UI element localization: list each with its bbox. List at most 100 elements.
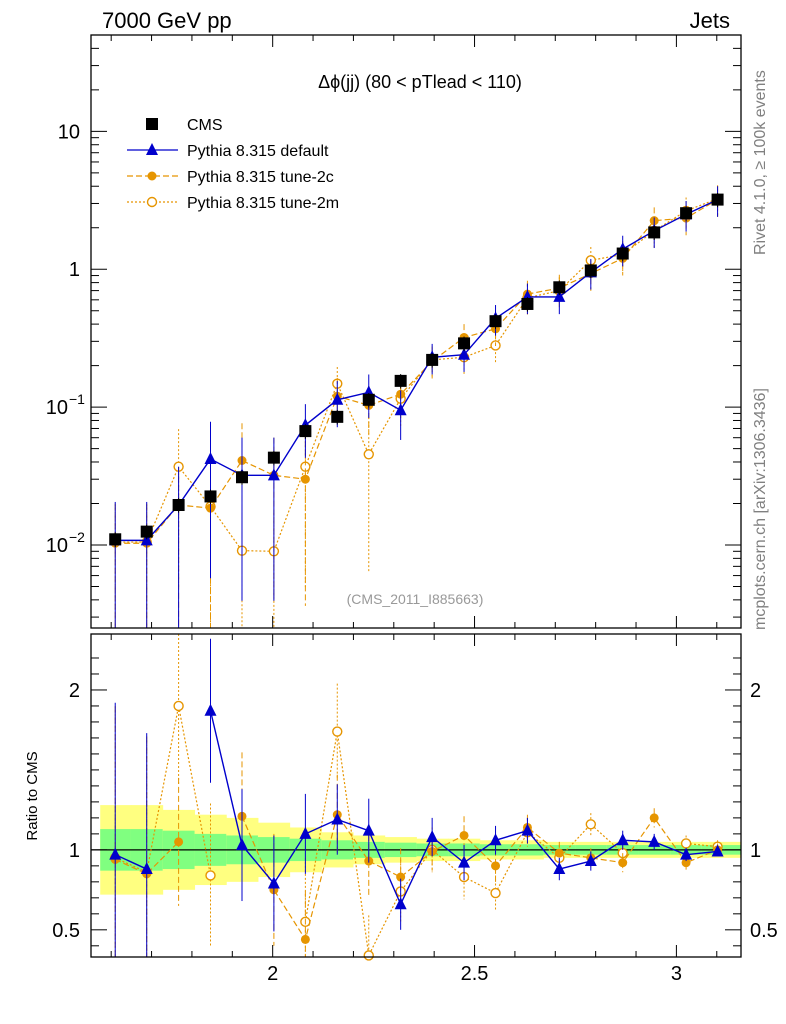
ratio-point-tune2c [554,848,564,858]
main-point-default [204,452,217,465]
analysis-watermark: (CMS_2011_I885663) [347,591,484,607]
legend-entry-cms: CMS [146,117,223,134]
series-layer [109,185,724,961]
main-point-cms [204,490,217,503]
ratio-series-default [109,638,724,957]
main-point-cms [584,264,597,277]
ratio-point-default [648,834,661,847]
ratio-y-tick-label: 1 [69,840,80,862]
main-series-tune2m [110,185,723,628]
main-series-default [109,186,724,628]
ratio-y-axis-label: Ratio to CMS [24,751,41,840]
legend-label-tune2m: Pythia 8.315 tune-2m [187,195,339,212]
main-point-cms [331,410,344,423]
ratio-point-tune2m [680,838,692,849]
main-series-tune2c [110,186,723,628]
legend-label-default: Pythia 8.315 default [187,143,329,160]
y-tick-label: 1 [69,259,80,281]
ratio-line-tune2c [241,813,718,941]
y-tick-exponent: −2 [69,529,85,545]
ratio-point-default [140,862,153,875]
main-point-default [458,347,471,360]
main-point-default [267,468,280,481]
ratio-line-tune2m [114,705,212,876]
ratio-point-tune2c [649,813,659,823]
ratio-point-default [299,826,312,839]
legend-label-tune2c: Pythia 8.315 tune-2c [187,169,334,186]
main-point-default [331,392,344,405]
legend-marker-tune2m [146,196,158,208]
main-point-cms [648,226,661,239]
legend-entry-tune2m: Pythia 8.315 tune-2m [127,195,339,212]
ratio-y-tick-label: 0.5 [52,920,80,942]
ratio-line-tune2c [114,841,180,875]
legend-label-cms: CMS [187,117,223,134]
ratio-point-tune2c [681,858,691,868]
main-point-cms [426,353,439,366]
ratio-point-default [521,823,534,836]
legend-marker-tune2c [147,171,157,181]
main-point-cms [299,425,312,438]
main-point-cms [362,393,375,406]
ratio-point-tune2m [585,819,597,830]
ratio-point-default [489,833,502,846]
legend: CMS Pythia 8.315 default Pythia 8.315 tune… [127,117,339,212]
ratio-point-default [331,812,344,825]
ratio-point-tune2c [491,861,501,871]
ratio-point-default [426,830,439,843]
ratio-point-default [584,854,597,867]
ratio-point-tune2c [618,858,628,868]
main-point-cms [172,499,185,512]
ratio-line-default [114,854,148,870]
legend-marker-cms [146,118,158,130]
ratio-point-tune2c [174,837,184,847]
main-point-cms [521,297,534,310]
ratio-point-tune2c [459,830,469,840]
main-series-cms [109,192,724,547]
x-tick-label: 3 [671,963,682,985]
main-point-cms [394,374,407,387]
y-tick-label: 10 [46,397,68,419]
ratio-point-default [711,844,724,857]
y-tick-exponent: −1 [69,391,85,407]
main-point-default [140,533,153,546]
y-tick-label: 10 [58,121,80,143]
ratio-point-default [616,833,629,846]
main-point-cms [553,281,566,294]
ratio-y-tick-label-right: 0.5 [750,920,778,942]
main-point-default [553,289,566,302]
x-tick-label: 2 [267,963,278,985]
legend-marker-default [146,143,158,155]
ratio-line-tune2m [686,842,718,848]
main-point-cms [458,337,471,350]
ratio-point-default [680,847,693,860]
main-point-tune2c [300,474,310,484]
main-point-cms [616,247,629,260]
ratio-point-tune2m [173,700,184,712]
legend-entry-default: Pythia 8.315 default [127,143,329,160]
ratio-point-default [394,897,407,910]
main-point-cms [235,471,248,484]
main-point-cms [140,525,153,538]
ratio-point-default [109,847,122,860]
x-tick-label: 2.5 [461,963,489,985]
main-plot-frame [90,34,742,629]
main-point-cms [267,451,280,464]
header-left: 7000 GeV pp [102,8,232,33]
ratio-y-tick-label-right: 1 [750,840,761,862]
main-point-default [394,403,407,416]
ratio-point-default [458,855,471,868]
ratio-point-tune2m [332,726,343,737]
ratio-point-tune2m [363,950,374,961]
ratio-y-tick-label-right: 2 [750,680,761,702]
legend-entry-tune2c: Pythia 8.315 tune-2c [127,169,334,186]
y-tick-label: 10 [46,535,68,557]
ratio-point-tune2c [300,934,310,944]
ratio-point-default [553,862,566,875]
ratio-point-tune2m [490,887,501,899]
main-point-cms [711,193,724,206]
ratio-series-tune2m [110,634,723,961]
ratio-point-tune2m [205,870,216,881]
